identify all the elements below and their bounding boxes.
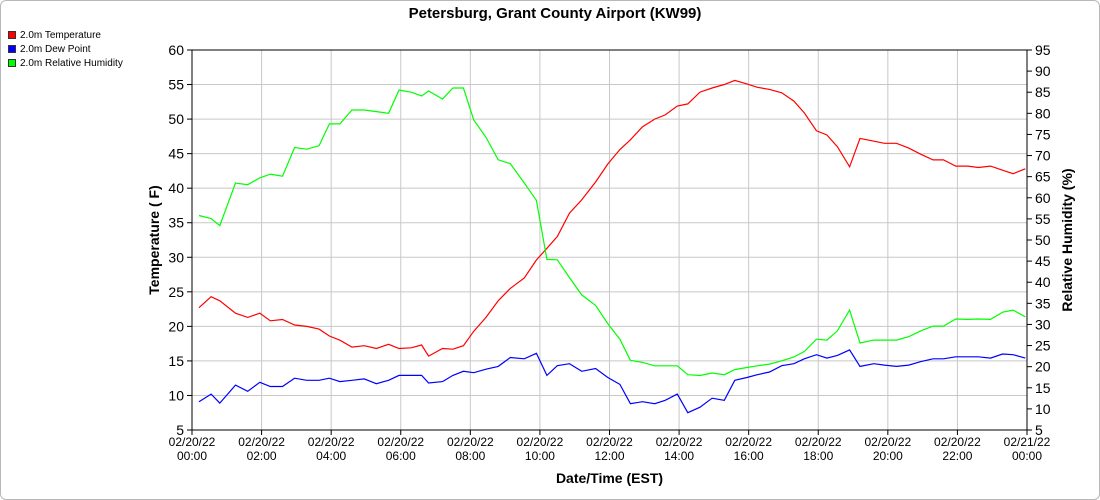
series-line-2-0m-relative-humidity xyxy=(198,87,1026,377)
legend-swatch-dew-point xyxy=(8,45,16,53)
x-tick-label-time: 18:00 xyxy=(803,449,833,463)
x-tick-label-time: 22:00 xyxy=(942,449,972,463)
x-tick-label-time: 02:00 xyxy=(247,449,277,463)
x-tick-label-time: 20:00 xyxy=(873,449,903,463)
x-tick-label-date: 02/20/22 xyxy=(586,435,633,449)
legend-entry-relative-humidity: 2.0m Relative Humidity xyxy=(8,56,123,70)
y-tick-label: 40 xyxy=(168,180,184,196)
x-tick-label-date: 02/20/22 xyxy=(308,435,355,449)
x-tick-label-date: 02/20/22 xyxy=(934,435,981,449)
y2-tick-label: 20 xyxy=(1035,359,1051,375)
x-tick-label-date: 02/20/22 xyxy=(238,435,285,449)
x-tick-label-date: 02/20/22 xyxy=(517,435,564,449)
y2-tick-label: 65 xyxy=(1035,169,1051,185)
series-line-2-0m-dew-point xyxy=(198,349,1026,414)
x-tick-label-time: 00:00 xyxy=(1012,449,1042,463)
y2-tick-label: 25 xyxy=(1035,338,1051,354)
y2-tick-label: 40 xyxy=(1035,274,1051,290)
y2-tick-label: 95 xyxy=(1035,42,1051,58)
y2-axis-label: Relative Humidity (%) xyxy=(1059,168,1075,311)
y-tick-label: 35 xyxy=(168,215,184,231)
y-axis-label: Temperature ( F) xyxy=(146,185,162,294)
y-tick-label: 60 xyxy=(168,42,184,58)
y-tick-label: 50 xyxy=(168,111,184,127)
plot-area-border xyxy=(191,49,1028,431)
legend: 2.0m Temperature 2.0m Dew Point 2.0m Rel… xyxy=(8,28,123,70)
y2-tick-label: 35 xyxy=(1035,295,1051,311)
x-tick-label-date: 02/21/22 xyxy=(1004,435,1051,449)
x-tick-label-date: 02/20/22 xyxy=(656,435,703,449)
x-tick-label-time: 14:00 xyxy=(664,449,694,463)
x-tick-label-date: 02/20/22 xyxy=(725,435,772,449)
y2-tick-label: 75 xyxy=(1035,126,1051,142)
x-tick-label-date: 02/20/22 xyxy=(169,435,216,449)
y2-tick-label: 55 xyxy=(1035,211,1051,227)
legend-label-temperature: 2.0m Temperature xyxy=(20,29,101,41)
x-tick-label-time: 16:00 xyxy=(734,449,764,463)
y2-tick-label: 10 xyxy=(1035,401,1051,417)
y-tick-label: 15 xyxy=(168,353,184,369)
y-tick-label: 45 xyxy=(168,146,184,162)
y2-tick-label: 50 xyxy=(1035,232,1051,248)
x-tick-label-time: 10:00 xyxy=(525,449,555,463)
x-axis-label: Date/Time (EST) xyxy=(556,470,663,486)
y-tick-label: 5 xyxy=(176,422,184,438)
y-tick-label: 25 xyxy=(168,284,184,300)
y2-tick-label: 70 xyxy=(1035,148,1051,164)
x-tick-label-time: 00:00 xyxy=(177,449,207,463)
y2-tick-label: 30 xyxy=(1035,316,1051,332)
x-tick-label-time: 04:00 xyxy=(316,449,346,463)
legend-swatch-temperature xyxy=(8,31,16,39)
x-tick-label-date: 02/20/22 xyxy=(377,435,424,449)
y2-tick-label: 15 xyxy=(1035,380,1051,396)
x-tick-label-time: 06:00 xyxy=(386,449,416,463)
y-tick-label: 55 xyxy=(168,77,184,93)
legend-label-relative-humidity: 2.0m Relative Humidity xyxy=(20,57,123,69)
x-tick-label-time: 08:00 xyxy=(455,449,485,463)
series-line-2-0m-temperature xyxy=(198,79,1026,357)
chart-title: Petersburg, Grant County Airport (KW99) xyxy=(409,5,702,22)
legend-swatch-relative-humidity xyxy=(8,59,16,67)
x-tick-label-date: 02/20/22 xyxy=(864,435,911,449)
y2-tick-label: 85 xyxy=(1035,84,1051,100)
y2-tick-label: 80 xyxy=(1035,105,1051,121)
y2-tick-label: 60 xyxy=(1035,190,1051,206)
y2-tick-label: 90 xyxy=(1035,63,1051,79)
y2-tick-label: 5 xyxy=(1035,422,1043,438)
y-tick-label: 10 xyxy=(168,387,184,403)
y-tick-label: 20 xyxy=(168,318,184,334)
legend-entry-dew-point: 2.0m Dew Point xyxy=(8,42,123,56)
y-tick-label: 30 xyxy=(168,249,184,265)
x-tick-label-date: 02/20/22 xyxy=(795,435,842,449)
y2-tick-label: 45 xyxy=(1035,253,1051,269)
x-tick-label-date: 02/20/22 xyxy=(447,435,494,449)
legend-entry-temperature: 2.0m Temperature xyxy=(8,28,123,42)
legend-label-dew-point: 2.0m Dew Point xyxy=(20,43,91,55)
x-tick-label-time: 12:00 xyxy=(594,449,624,463)
